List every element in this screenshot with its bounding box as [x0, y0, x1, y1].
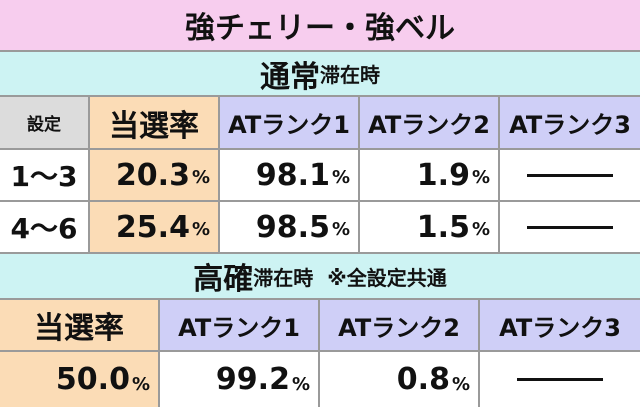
dash	[527, 173, 613, 177]
rank3-cell	[500, 150, 640, 200]
unit: %	[131, 374, 150, 395]
rank1-cell: 98.1%	[220, 150, 358, 200]
col-header: ATランク2	[360, 97, 498, 148]
rank2-cell: 1.9%	[360, 150, 498, 200]
rank2-cell: 0.8%	[320, 352, 478, 407]
rank2: 1.5	[416, 209, 470, 245]
col-header: ATランク1	[220, 97, 358, 148]
high-heading: 高確 滞在時 ※全設定共通	[0, 254, 640, 298]
rank1-cell: 99.2%	[160, 352, 318, 407]
rate-cell: 25.4%	[90, 202, 218, 252]
dash	[517, 378, 603, 381]
rank1: 98.1	[255, 157, 330, 193]
rate: 50.0	[55, 362, 130, 397]
unit: %	[191, 219, 210, 240]
col-header: 当選率	[90, 97, 218, 148]
rank3-cell	[480, 352, 640, 407]
heading-suffix: 滞在時	[320, 63, 380, 87]
unit: %	[331, 219, 350, 240]
unit: %	[331, 167, 350, 188]
unit: %	[451, 374, 470, 395]
rate-cell: 50.0%	[0, 352, 158, 407]
unit: %	[471, 219, 490, 240]
col-header: ATランク3	[480, 300, 640, 350]
rate: 25.4	[115, 209, 190, 245]
setting: 4〜6	[0, 202, 88, 252]
rank1: 98.5	[255, 209, 330, 245]
unit: %	[291, 374, 310, 395]
heading: 高確	[193, 262, 254, 297]
unit: %	[191, 167, 210, 188]
unit: %	[471, 167, 490, 188]
rate: 20.3	[115, 157, 190, 193]
rate-cell: 20.3%	[90, 150, 218, 200]
setting: 1〜3	[0, 150, 88, 200]
col-header: 当選率	[0, 300, 158, 350]
col-header: ATランク3	[500, 97, 640, 148]
normal-heading: 通常 滞在時	[0, 52, 640, 95]
col-header: ATランク1	[160, 300, 318, 350]
rank1-cell: 98.5%	[220, 202, 358, 252]
heading-suffix: 滞在時	[253, 265, 314, 290]
rank3-cell	[500, 202, 640, 252]
rank2: 1.9	[416, 157, 470, 193]
heading: 通常	[260, 59, 320, 95]
col-header: ATランク2	[320, 300, 478, 350]
dash	[527, 225, 613, 229]
rank2-cell: 1.5%	[360, 202, 498, 252]
rank2: 0.8	[396, 362, 450, 397]
col-header: 設定	[0, 97, 88, 148]
title: 強チェリー・強ベル	[0, 0, 640, 50]
rank1: 99.2	[215, 362, 290, 397]
note: ※全設定共通	[327, 265, 447, 290]
